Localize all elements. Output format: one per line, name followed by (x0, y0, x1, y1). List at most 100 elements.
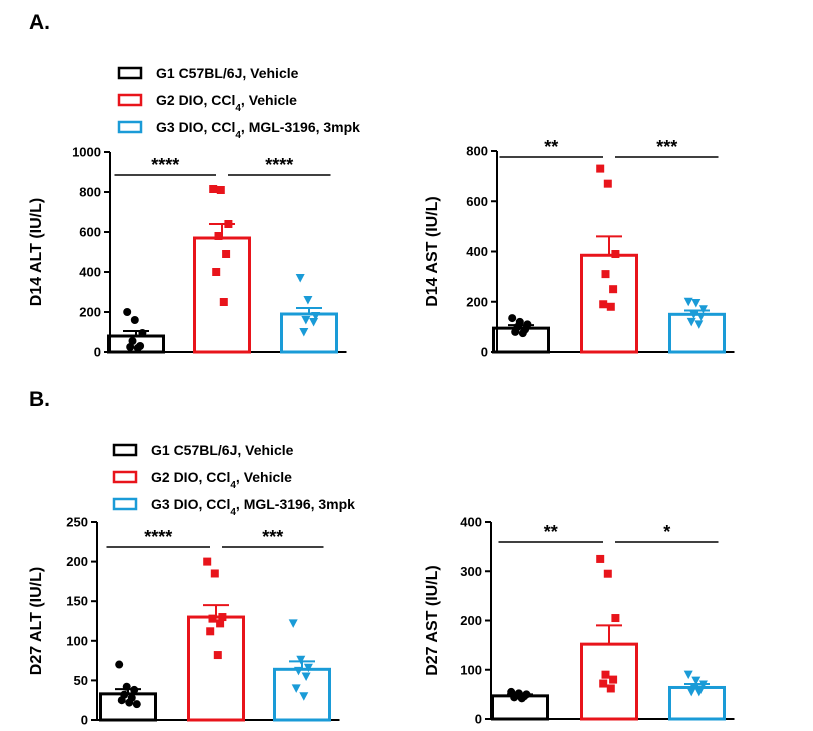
bar-G2 (193, 236, 251, 354)
bar-G2 (580, 642, 638, 721)
significance-label: **** (265, 155, 293, 175)
data-point-G2 (601, 670, 610, 679)
y-tick-label: 800 (466, 144, 488, 159)
data-point-G3 (301, 316, 311, 325)
data-point-G1 (138, 329, 147, 337)
data-point-G2 (210, 569, 219, 578)
data-point-G3 (303, 296, 313, 305)
panel-label-b: B. (29, 388, 50, 411)
data-point-G1 (123, 308, 132, 316)
data-point-G3 (294, 666, 303, 676)
y-axis-label: D14 ALT (IU/L) (28, 198, 45, 306)
data-point-G2 (606, 684, 615, 693)
data-point-G2 (596, 164, 605, 173)
y-tick-label: 50 (74, 673, 88, 688)
data-point-G2 (222, 250, 231, 258)
data-point-G3 (689, 310, 698, 319)
data-point-G2 (206, 627, 215, 636)
y-axis-label: D27 ALT (IU/L) (28, 567, 45, 675)
chart-1: 0 200 400 600 800 1000 D14 ALT (IU/L) **** **** (28, 145, 347, 360)
data-point-G2 (218, 613, 227, 622)
data-point-G2 (611, 614, 620, 623)
bar-G3 (668, 312, 726, 354)
y-axis-label: D14 AST (IU/L) (424, 196, 441, 307)
y-tick-label: 200 (460, 613, 482, 628)
data-point-G2 (609, 675, 618, 684)
significance-label: ** (544, 522, 558, 542)
data-point-G2 (606, 302, 615, 311)
y-tick-label: 100 (66, 633, 88, 648)
legend-swatch-1 (112, 443, 138, 457)
significance-label: **** (151, 155, 179, 175)
data-point-G3 (683, 670, 693, 680)
y-tick-label: 600 (466, 194, 488, 209)
bar-G2 (187, 615, 245, 722)
data-point-G3 (309, 318, 319, 327)
legend-entry-1: G1 C57BL/6J, Vehicle (151, 442, 294, 458)
data-point-G1 (117, 696, 126, 705)
data-point-G1 (133, 344, 142, 352)
data-point-G1 (511, 327, 520, 336)
data-point-G3 (698, 305, 708, 314)
significance-label: *** (262, 527, 283, 547)
y-tick-label: 0 (481, 345, 488, 360)
y-tick-label: 0 (475, 712, 482, 727)
data-point-G3 (301, 672, 311, 681)
data-point-G2 (209, 185, 218, 193)
y-tick-label: 1000 (72, 145, 101, 160)
legend-swatch-3 (117, 120, 143, 134)
legend-swatch-2 (112, 470, 138, 484)
data-point-G3 (698, 680, 708, 690)
y-tick-label: 400 (466, 244, 488, 259)
data-point-G3 (299, 328, 309, 337)
y-tick-label: 800 (79, 185, 101, 200)
data-point-G3 (691, 299, 701, 308)
y-axis-label: D27 AST (IU/L) (424, 565, 441, 676)
data-point-G2 (216, 186, 225, 194)
data-point-G3 (686, 687, 696, 697)
data-point-G3 (683, 297, 693, 307)
panel-label-a: A. (29, 11, 50, 34)
data-point-G2 (212, 268, 221, 276)
data-point-G2 (203, 557, 212, 566)
data-point-G2 (596, 554, 605, 563)
data-point-G3 (694, 687, 704, 697)
significance-label: * (663, 522, 670, 542)
data-point-G2 (603, 179, 612, 188)
data-point-G1 (518, 329, 527, 338)
data-point-G2 (609, 285, 618, 294)
data-point-G1 (128, 337, 137, 345)
data-point-G3 (295, 274, 305, 283)
data-point-G2 (208, 614, 217, 623)
y-tick-label: 150 (66, 594, 88, 609)
y-tick-label: 200 (79, 305, 101, 320)
y-tick-label: 400 (79, 265, 101, 280)
data-point-G2 (219, 298, 228, 306)
data-point-G2 (599, 679, 608, 688)
significance-label: **** (144, 527, 172, 547)
y-tick-label: 100 (460, 662, 482, 677)
y-tick-label: 0 (94, 345, 101, 360)
legend-entry-2: G2 DIO, CCl4, Vehicle (151, 469, 292, 491)
significance-label: *** (656, 137, 677, 157)
y-tick-label: 600 (79, 225, 101, 240)
data-point-G2 (601, 270, 610, 279)
data-point-G3 (296, 655, 306, 665)
data-point-G3 (288, 619, 298, 628)
legend-swatch-3 (112, 497, 138, 511)
data-point-G1 (510, 693, 519, 702)
y-tick-label: 200 (466, 294, 488, 309)
data-point-G1 (508, 314, 517, 323)
legend-entry-2: G2 DIO, CCl4, Vehicle (156, 92, 297, 114)
data-point-G1 (130, 685, 139, 694)
data-point-G3 (311, 312, 321, 321)
data-point-G3 (694, 320, 704, 329)
data-point-G1 (115, 660, 124, 669)
data-point-G2 (603, 569, 612, 578)
data-point-G2 (224, 220, 233, 228)
legend-swatch-1 (117, 66, 143, 80)
